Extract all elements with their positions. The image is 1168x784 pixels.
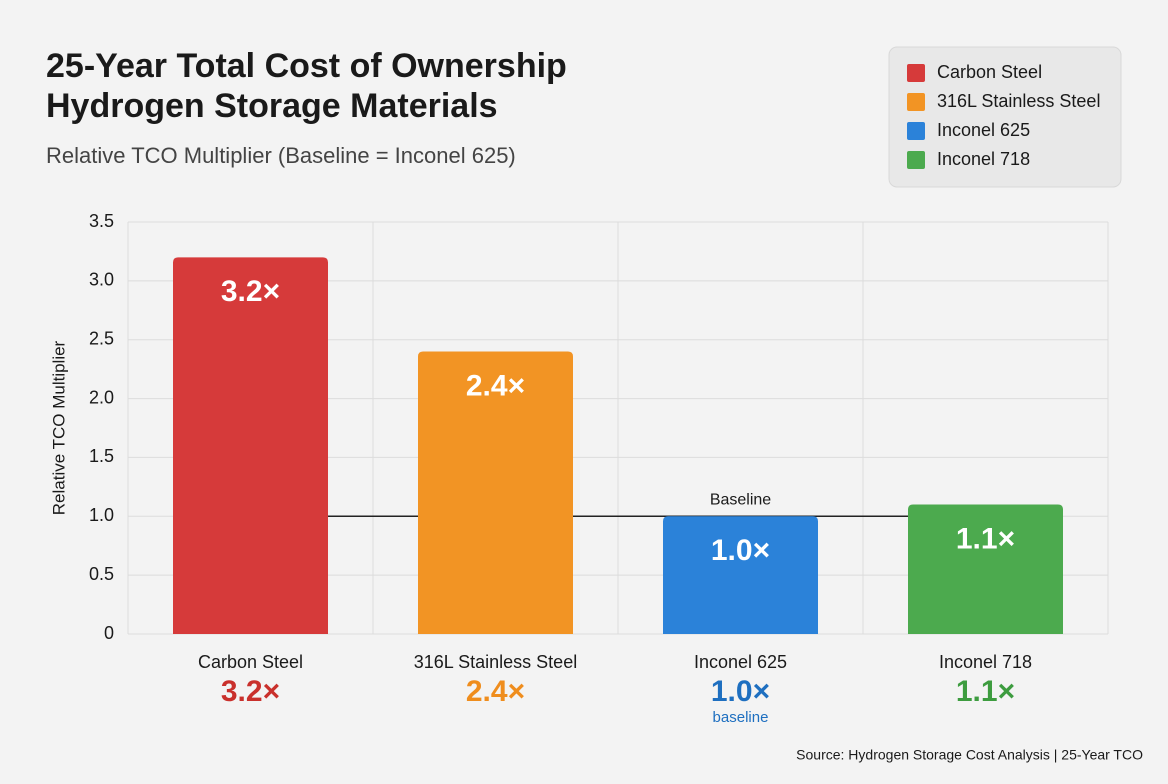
legend-swatch	[907, 151, 925, 169]
x-tick-label: Inconel 718	[939, 652, 1032, 672]
category-note: baseline	[713, 709, 769, 726]
bar	[418, 351, 573, 634]
x-tick-label: Carbon Steel	[198, 652, 303, 672]
baseline-label: Baseline	[710, 492, 771, 509]
y-tick-label: 3.0	[89, 270, 114, 290]
legend-box	[888, 46, 1122, 188]
category-value-label: 2.4×	[466, 675, 525, 708]
source-note: Source: Hydrogen Storage Cost Analysis |…	[796, 747, 1143, 763]
chart-subtitle: Relative TCO Multiplier (Baseline = Inco…	[46, 143, 516, 168]
y-tick-label: 1.0	[89, 505, 114, 525]
chart-title: Hydrogen Storage Materials	[46, 87, 498, 125]
y-tick-label: 2.0	[89, 387, 114, 407]
bar-value-label: 1.0×	[711, 534, 770, 567]
legend-label: Inconel 625	[937, 120, 1030, 140]
legend-swatch	[907, 64, 925, 82]
y-tick-label: 0	[104, 623, 114, 643]
legend-label: Inconel 718	[937, 149, 1030, 169]
y-tick-label: 2.5	[89, 328, 114, 348]
bar	[663, 516, 818, 634]
category-value-label: 3.2×	[221, 675, 280, 708]
bar-value-label: 1.1×	[956, 522, 1015, 555]
y-tick-label: 0.5	[89, 564, 114, 584]
bar	[173, 257, 328, 634]
legend-label: Carbon Steel	[937, 62, 1042, 82]
chart-title: 25-Year Total Cost of Ownership	[46, 47, 567, 85]
category-value-label: 1.0×	[711, 675, 770, 708]
y-tick-label: 1.5	[89, 446, 114, 466]
y-tick-label: 3.5	[89, 211, 114, 231]
legend-label: 316L Stainless Steel	[937, 91, 1100, 111]
legend-swatch	[907, 93, 925, 111]
bar-value-label: 3.2×	[221, 275, 280, 308]
bar-value-label: 2.4×	[466, 369, 525, 402]
x-tick-label: 316L Stainless Steel	[414, 652, 577, 672]
legend-swatch	[907, 122, 925, 140]
x-tick-label: Inconel 625	[694, 652, 787, 672]
y-axis-label: Relative TCO Multiplier	[49, 340, 68, 515]
category-value-label: 1.1×	[956, 675, 1015, 708]
bar	[908, 504, 1063, 634]
